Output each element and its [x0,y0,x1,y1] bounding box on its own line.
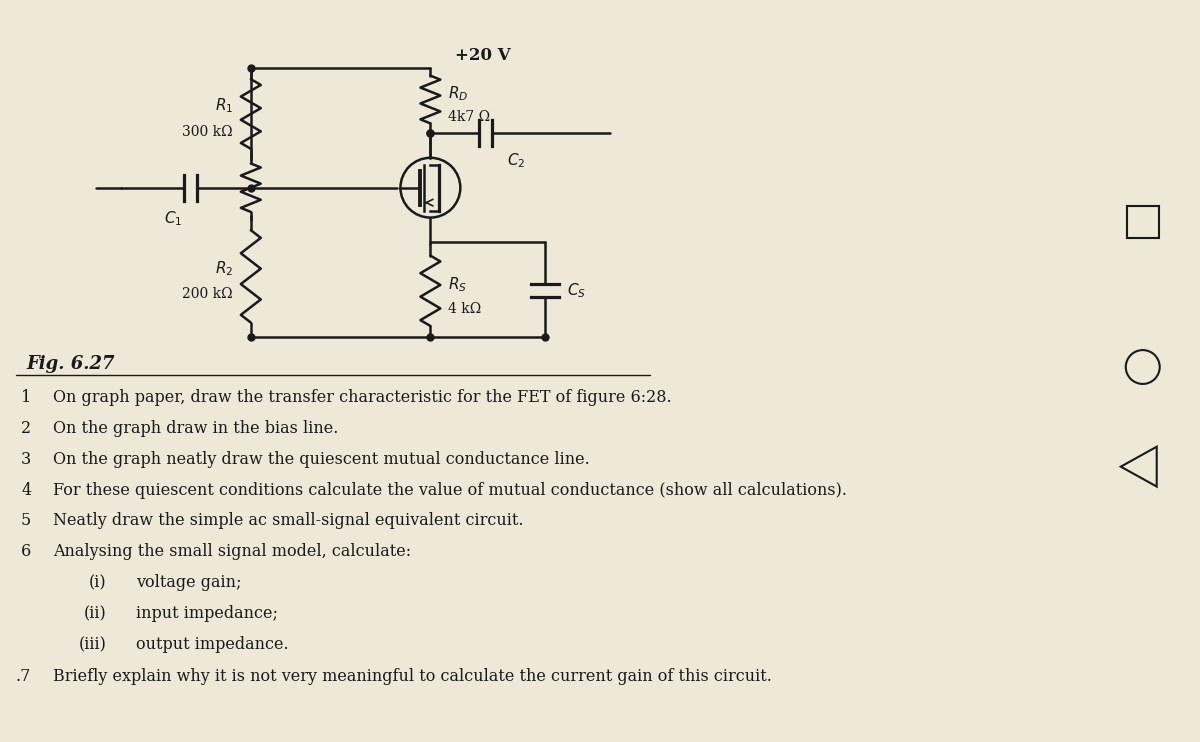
Text: $R_S$: $R_S$ [449,275,467,294]
Text: On the graph draw in the bias line.: On the graph draw in the bias line. [53,420,338,437]
Text: $C_2$: $C_2$ [508,151,526,169]
Text: +20 V: +20 V [455,47,511,64]
Text: 2: 2 [22,420,31,437]
Text: 1: 1 [22,389,31,406]
Text: input impedance;: input impedance; [136,605,278,622]
Text: 3: 3 [22,450,31,467]
Text: $R_2$: $R_2$ [215,259,233,278]
Text: $C_S$: $C_S$ [568,281,586,300]
Text: 5: 5 [22,513,31,530]
Text: (i): (i) [89,574,106,591]
Text: (iii): (iii) [78,636,106,653]
Text: For these quiescent conditions calculate the value of mutual conductance (show a: For these quiescent conditions calculate… [53,482,847,499]
Bar [1127,206,1159,237]
Text: 200 kΩ: 200 kΩ [182,287,233,301]
Text: Analysing the small signal model, calculate:: Analysing the small signal model, calcul… [53,543,412,560]
Text: Briefly explain why it is not very meaningful to calculate the current gain of t: Briefly explain why it is not very meani… [53,668,772,685]
Text: 300 kΩ: 300 kΩ [182,125,233,139]
Text: On the graph neatly draw the quiescent mutual conductance line.: On the graph neatly draw the quiescent m… [53,450,590,467]
Text: Neatly draw the simple ac small-signal equivalent circuit.: Neatly draw the simple ac small-signal e… [53,513,523,530]
Text: $R_1$: $R_1$ [215,96,233,115]
Text: voltage gain;: voltage gain; [136,574,241,591]
Text: 6: 6 [22,543,31,560]
Text: output impedance.: output impedance. [136,636,289,653]
Text: $R_D$: $R_D$ [449,84,469,103]
Text: $C_1$: $C_1$ [164,209,182,229]
Text: Fig. 6.27: Fig. 6.27 [26,355,115,373]
Text: (ii): (ii) [83,605,106,622]
Text: 4: 4 [22,482,31,499]
Text: 4k7 Ω: 4k7 Ω [449,111,491,125]
Text: 4 kΩ: 4 kΩ [449,302,481,316]
Text: On graph paper, draw the transfer characteristic for the FET of figure 6:28.: On graph paper, draw the transfer charac… [53,389,672,406]
Text: .7: .7 [16,668,31,685]
